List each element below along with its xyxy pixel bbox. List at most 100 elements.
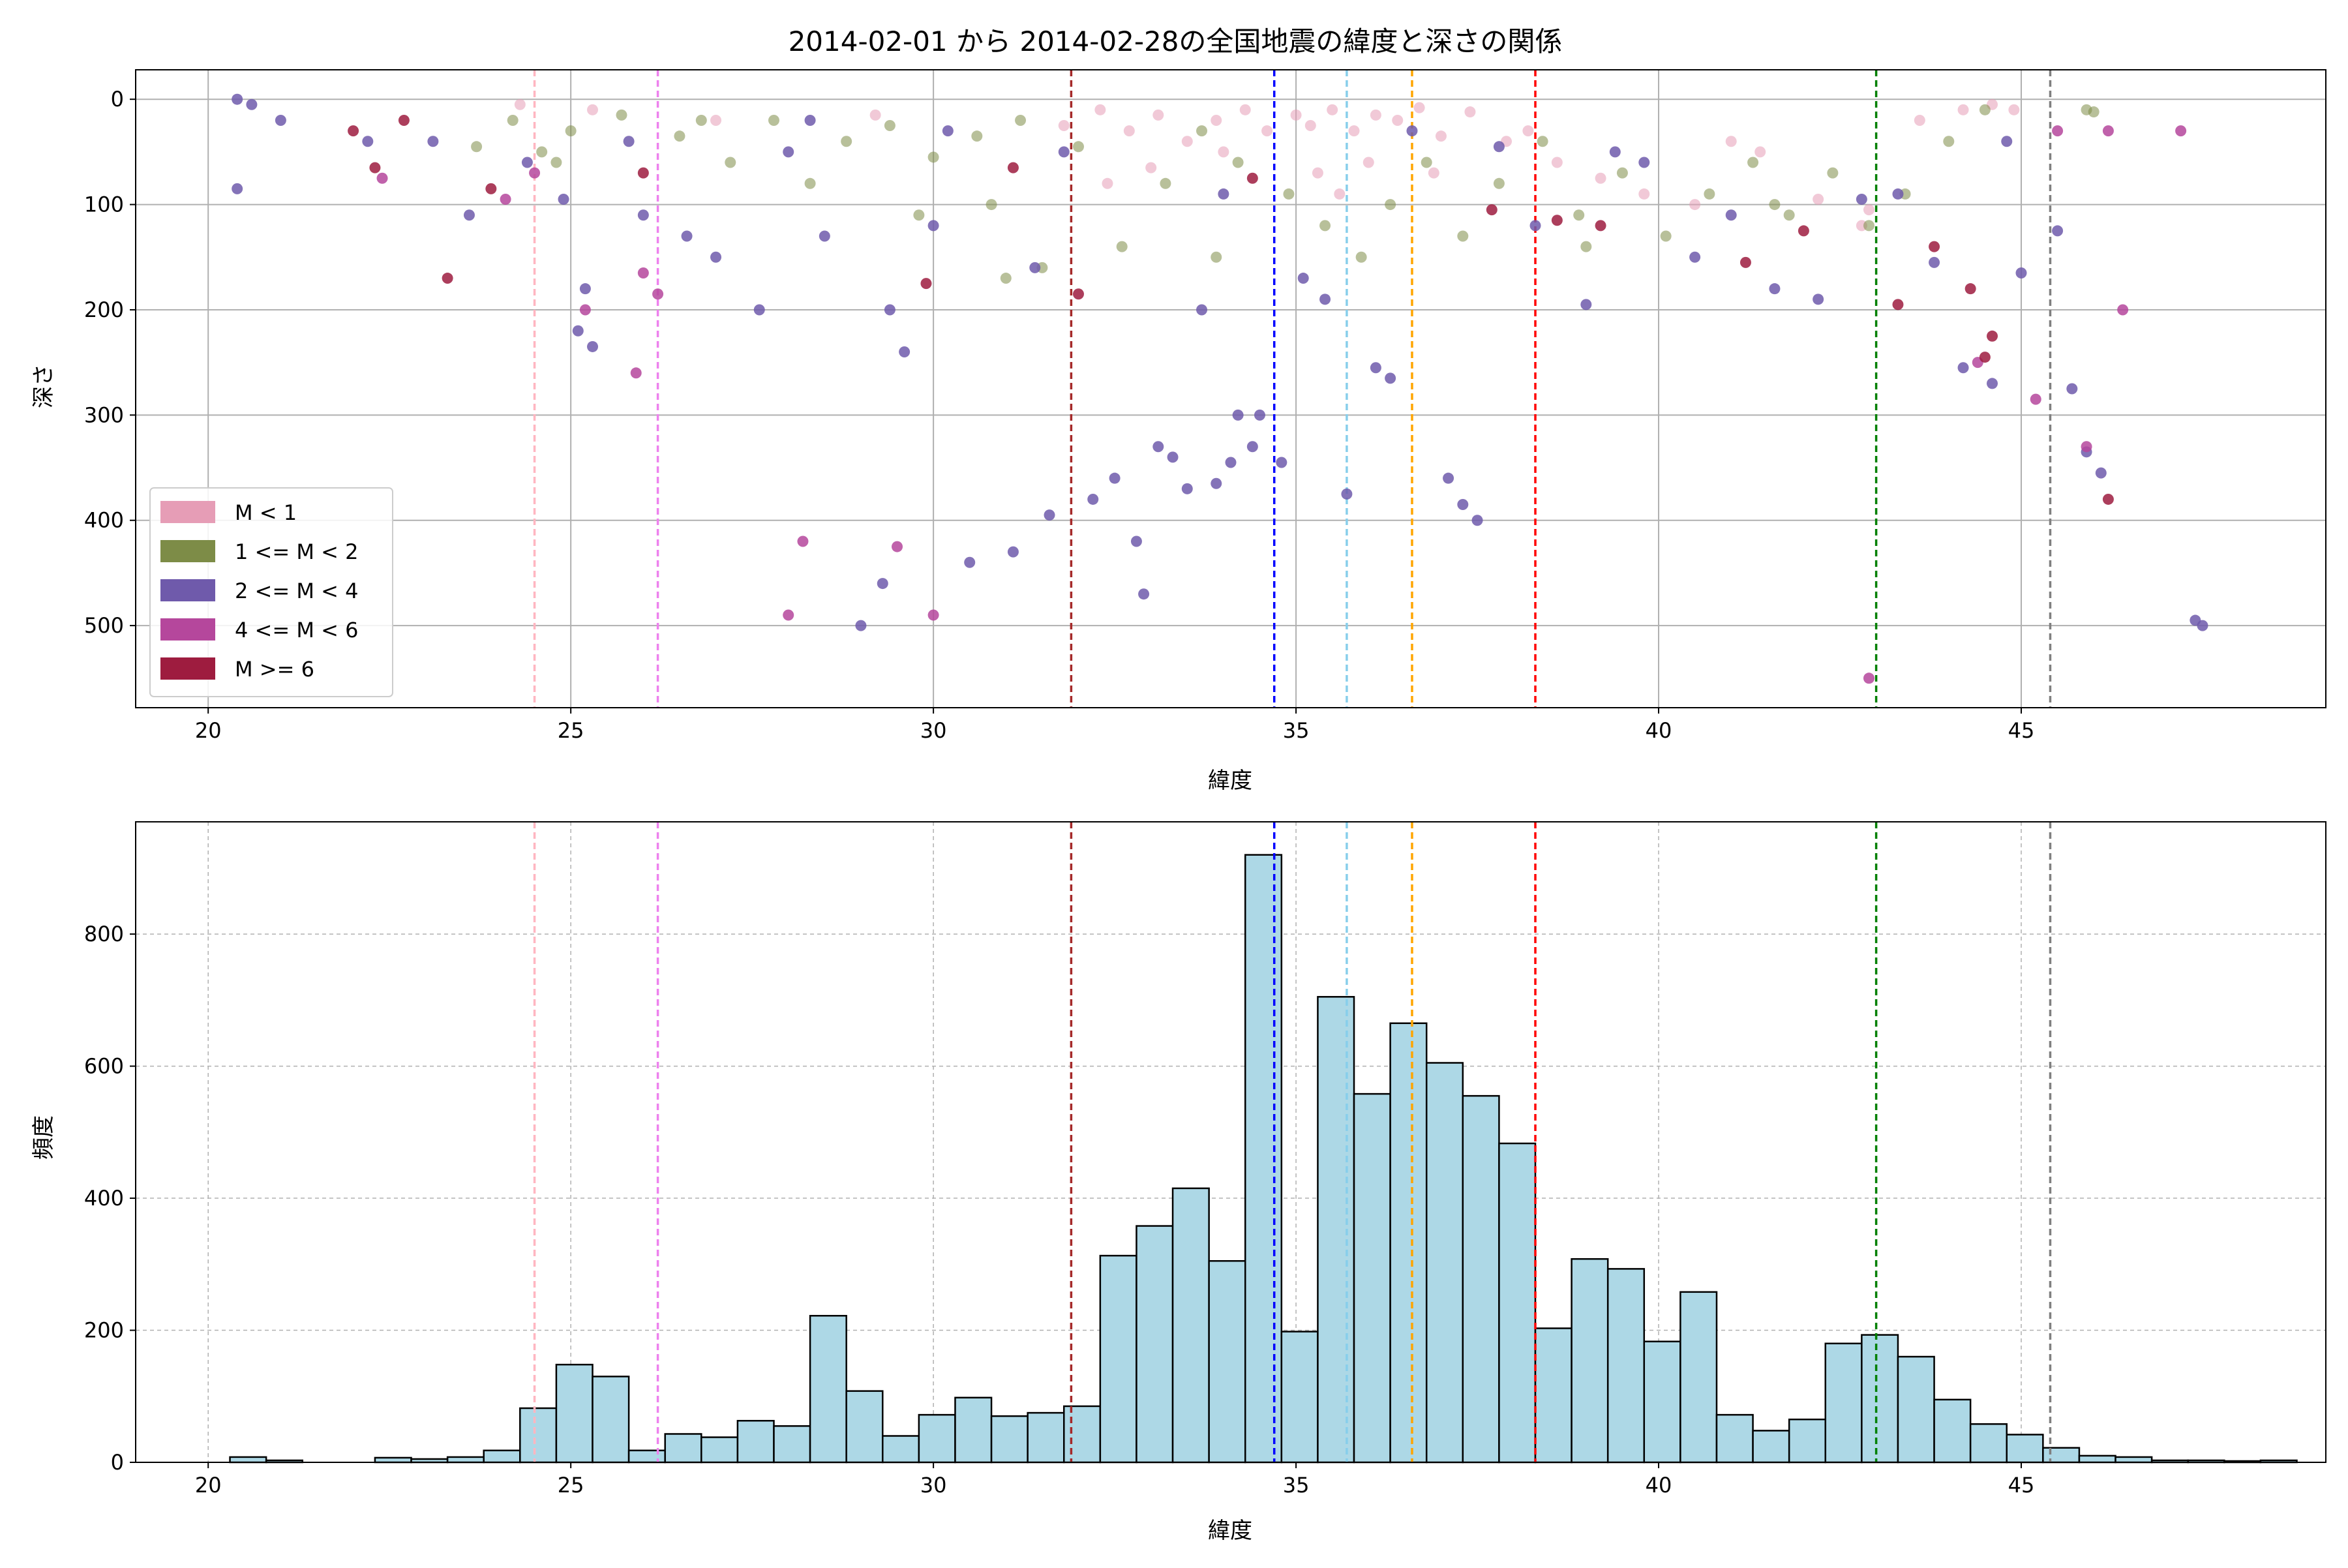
scatter-point (1362, 157, 1374, 168)
scatter-x-tick-label: 35 (1283, 718, 1310, 743)
legend-label: 2 <= M < 4 (235, 579, 358, 603)
scatter-point (674, 130, 685, 142)
hist-x-tick-label: 45 (2008, 1473, 2035, 1498)
hist-bar (700, 1436, 739, 1464)
scatter-point (1493, 177, 1505, 189)
scatter-point (783, 146, 794, 158)
scatter-point (1443, 472, 1454, 484)
scatter-y-tick-label: 300 (84, 402, 124, 427)
scatter-point (398, 114, 410, 126)
scatter-point (1109, 472, 1121, 484)
hist-bar (627, 1449, 666, 1464)
hist-bar (1715, 1413, 1754, 1464)
legend-label: 1 <= M < 2 (235, 539, 358, 564)
hist-bar (1280, 1331, 1319, 1464)
hist-bar (1099, 1254, 1137, 1464)
scatter-panel: 20 25 30 35 40 45 0 100 200 300 400 500 M < 1 1 <= M … (84, 69, 2326, 743)
scatter-x-tick-label: 45 (2008, 718, 2035, 743)
hist-bar (809, 1315, 847, 1464)
scatter-y-tick-label: 500 (84, 613, 124, 638)
hist-bar (1425, 1062, 1464, 1464)
scatter-point (877, 578, 888, 590)
hist-bar (882, 1435, 920, 1464)
scatter-point (623, 136, 635, 147)
hist-bar (1244, 854, 1283, 1464)
scatter-point (1254, 409, 1265, 421)
scatter-point (892, 541, 903, 552)
scatter-point (1116, 241, 1128, 252)
hist-bar (1897, 1355, 1935, 1464)
scatter-point (2001, 136, 2013, 147)
scatter-point (681, 230, 693, 242)
scatter-point (1486, 204, 1498, 216)
hist-x-tick-label: 40 (1646, 1473, 1672, 1498)
scatter-point (1595, 220, 1606, 232)
scatter-point (1638, 188, 1650, 200)
hist-bar (1498, 1142, 1537, 1464)
scatter-point (753, 304, 765, 316)
scatter-point (1297, 273, 1309, 284)
scatter-point (1348, 125, 1360, 137)
scatter-point (1312, 167, 1323, 179)
hist-y-tick-label: 800 (84, 922, 124, 946)
scatter-point (232, 183, 243, 194)
scatter-point (1471, 515, 1483, 526)
scatter-point (1493, 141, 1505, 153)
scatter-point (1392, 114, 1404, 126)
scatter-point (1015, 114, 1027, 126)
hist-bar (1171, 1187, 1210, 1464)
scatter-point (1987, 378, 1998, 389)
scatter-point (652, 288, 664, 300)
hist-y-tick-label: 0 (111, 1450, 124, 1475)
hist-bar (1969, 1423, 2008, 1464)
hist-bar (664, 1433, 702, 1464)
hist-x-tick-label: 25 (558, 1473, 584, 1498)
scatter-point (1385, 372, 1396, 384)
scatter-point (1130, 535, 1142, 547)
scatter-y-tick-label: 0 (111, 87, 124, 112)
scatter-point (804, 177, 816, 189)
scatter-point (616, 109, 627, 121)
scatter-point (1007, 162, 1019, 173)
hist-y-tick-label: 200 (84, 1318, 124, 1343)
scatter-x-axis-label: 緯度 (1208, 768, 1252, 794)
scatter-point (1914, 114, 1925, 126)
scatter-point (1094, 104, 1106, 115)
scatter-axes-frame (135, 69, 2326, 708)
hist-bar (954, 1396, 993, 1464)
scatter-point (986, 199, 997, 211)
scatter-point (246, 98, 258, 110)
legend-swatch (160, 657, 215, 680)
scatter-point (768, 114, 779, 126)
scatter-point (1029, 262, 1041, 273)
scatter-point (348, 125, 359, 137)
scatter-point (1211, 114, 1222, 126)
scatter-point (1957, 362, 1969, 374)
scatter-point (442, 273, 453, 284)
scatter-point (1522, 125, 1534, 137)
scatter-point (275, 114, 286, 126)
scatter-point (536, 146, 548, 158)
scatter-point (2175, 125, 2187, 137)
scatter-point (427, 136, 439, 147)
scatter-point (927, 151, 939, 163)
scatter-point (1573, 209, 1585, 221)
scatter-point (1058, 120, 1070, 132)
scatter-point (1580, 299, 1592, 310)
scatter-point (819, 230, 830, 242)
scatter-point (1595, 172, 1606, 184)
hist-bar (1933, 1398, 1972, 1464)
scatter-point (2102, 493, 2114, 505)
hist-bar (2078, 1455, 2116, 1464)
scatter-point (2095, 467, 2107, 479)
scatter-point (797, 535, 809, 547)
scatter-y-tick-label: 100 (84, 192, 124, 217)
scatter-point (1943, 136, 1955, 147)
scatter-point (1892, 299, 1904, 310)
scatter-y-tick-label: 200 (84, 297, 124, 322)
scatter-point (1058, 146, 1070, 158)
scatter-point (579, 283, 591, 295)
scatter-point (1319, 294, 1331, 305)
